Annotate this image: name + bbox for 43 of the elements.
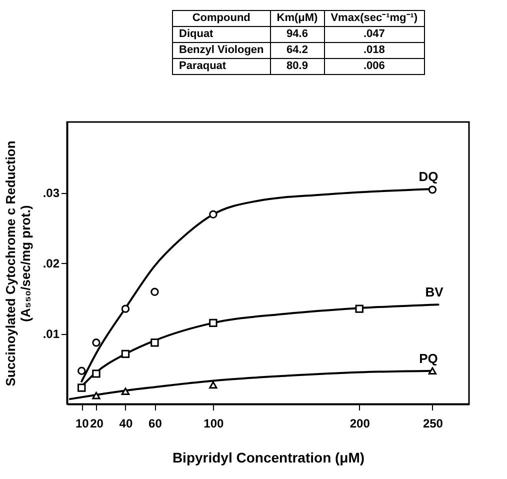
text: Km(μM) (270, 10, 324, 26)
point (209, 210, 218, 218)
text: Paraquat (172, 58, 270, 74)
y-axis-title: Succinoylated Cytochrome c Reduction (A₅₅₀/sec/mg prot.) (2, 140, 33, 386)
text: .006 (324, 58, 424, 74)
text: .047 (324, 26, 424, 42)
point (92, 338, 100, 347)
point (121, 388, 130, 395)
y-tick-label: .02 (42, 256, 60, 270)
y-tick-label: .03 (42, 186, 60, 200)
x-tick-label: 20 (90, 416, 104, 430)
y-tick-label: .01 (42, 327, 60, 341)
point (78, 366, 86, 375)
series-label: BV (425, 284, 444, 300)
text: Vmax(sec⁻¹mg⁻¹) (324, 10, 424, 26)
point (209, 381, 218, 389)
x-tick-label: 60 (148, 416, 162, 430)
x-tick-label: 40 (119, 416, 133, 430)
series-label: PQ (419, 350, 438, 366)
text: Diquat (172, 26, 270, 42)
point (209, 318, 218, 328)
point (78, 384, 86, 392)
point (92, 370, 100, 378)
text: 80.9 (270, 58, 324, 74)
point (121, 304, 130, 313)
point (428, 186, 437, 194)
x-tick-label: 100 (204, 416, 224, 430)
text: .018 (324, 42, 424, 58)
point (355, 304, 364, 313)
text: Compound (172, 10, 270, 26)
point (150, 288, 159, 296)
x-axis-title: Bipyridyl Concentration (μM) (172, 450, 365, 466)
point (92, 392, 100, 400)
text: 64.2 (270, 42, 324, 58)
series-label: DQ (418, 168, 438, 184)
x-tick-label: 10 (75, 416, 90, 430)
text: Benzyl Viologen (172, 42, 270, 58)
x-tick-label: 200 (350, 416, 370, 430)
x-tick-label: 250 (422, 416, 444, 430)
text: 94.6 (270, 26, 324, 42)
point (150, 338, 159, 347)
point (121, 350, 130, 358)
point (428, 367, 437, 375)
